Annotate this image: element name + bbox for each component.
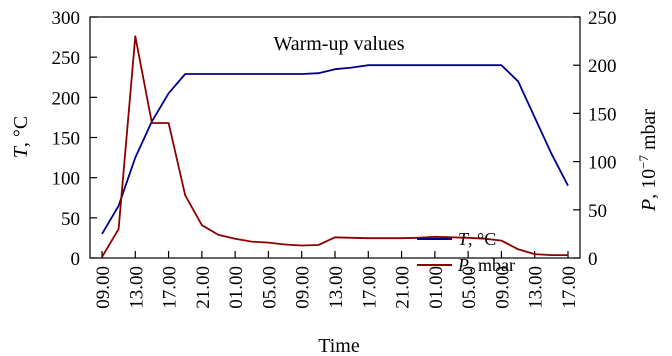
y-axis-right-label: P, 10−7 mbar <box>636 109 661 212</box>
x-tick-label: 13.00 <box>326 266 347 309</box>
y-right-label-symbol: P <box>638 199 660 212</box>
y-left-label-unit: , °C <box>10 116 32 147</box>
x-tick-label: 17.00 <box>160 266 181 309</box>
x-tick-label: 01.00 <box>426 266 447 309</box>
y-axis-left-label: T, °C <box>10 116 32 158</box>
x-tick-label: 21.00 <box>193 266 214 309</box>
y-left-tick-label: 250 <box>52 48 81 69</box>
y-left-tick-label: 50 <box>61 209 80 230</box>
y-left-tick-label: 200 <box>52 88 81 109</box>
legend-pressure-unit: , mbar <box>469 255 515 275</box>
y-right-tick-label: 100 <box>588 153 617 174</box>
x-tick-label: 09.00 <box>93 266 114 309</box>
x-tick-label: 01.00 <box>226 266 247 309</box>
x-tick-label: 09.00 <box>293 266 314 309</box>
legend-temperature-unit: , °C <box>468 229 496 249</box>
y-left-label-symbol: T <box>10 145 32 158</box>
x-tick-label: 13.00 <box>126 266 147 309</box>
y-right-label-exponent: −7 <box>636 155 651 169</box>
pressure-series-line <box>101 35 568 258</box>
y-right-tick-label: 50 <box>588 201 607 222</box>
legend-temperature-symbol: T <box>458 229 470 249</box>
x-tick-label: 21.00 <box>393 266 414 309</box>
y-right-tick-label: 250 <box>588 8 617 29</box>
y-left-tick-label: 300 <box>52 8 81 29</box>
y-right-tick-label: 150 <box>588 104 617 125</box>
x-tick-label: 09.00 <box>492 266 513 309</box>
legend-label-temperature: T, °C <box>458 229 496 249</box>
legend-pressure-symbol: P <box>457 255 469 275</box>
y-right-tick-label: 200 <box>588 56 617 77</box>
x-tick-label: 05.00 <box>459 266 480 309</box>
y-left-tick-label: 150 <box>52 129 81 150</box>
legend: T, °C P, mbar <box>417 229 515 275</box>
temperature-series-line <box>101 64 569 235</box>
x-tick-label: 13.00 <box>526 266 547 309</box>
x-tick-label: 17.00 <box>559 266 580 309</box>
legend-label-pressure: P, mbar <box>457 255 515 275</box>
x-tick-label: 17.00 <box>359 266 380 309</box>
y-left-tick-label: 0 <box>71 249 81 270</box>
x-axis-label: Time <box>318 335 360 356</box>
y-left-tick-label: 100 <box>52 169 81 190</box>
chart-title: Warm-up values <box>273 33 404 55</box>
x-tick-label: 05.00 <box>259 266 280 309</box>
axes: 0 50 100 150 200 250 300 0 50 100 150 200 250 09.00 13… <box>52 8 617 309</box>
series-lines <box>101 35 569 258</box>
y-right-label-unit: mbar <box>638 109 660 155</box>
y-right-label-prefix: , 10 <box>638 169 660 199</box>
y-right-tick-label: 0 <box>588 249 598 270</box>
